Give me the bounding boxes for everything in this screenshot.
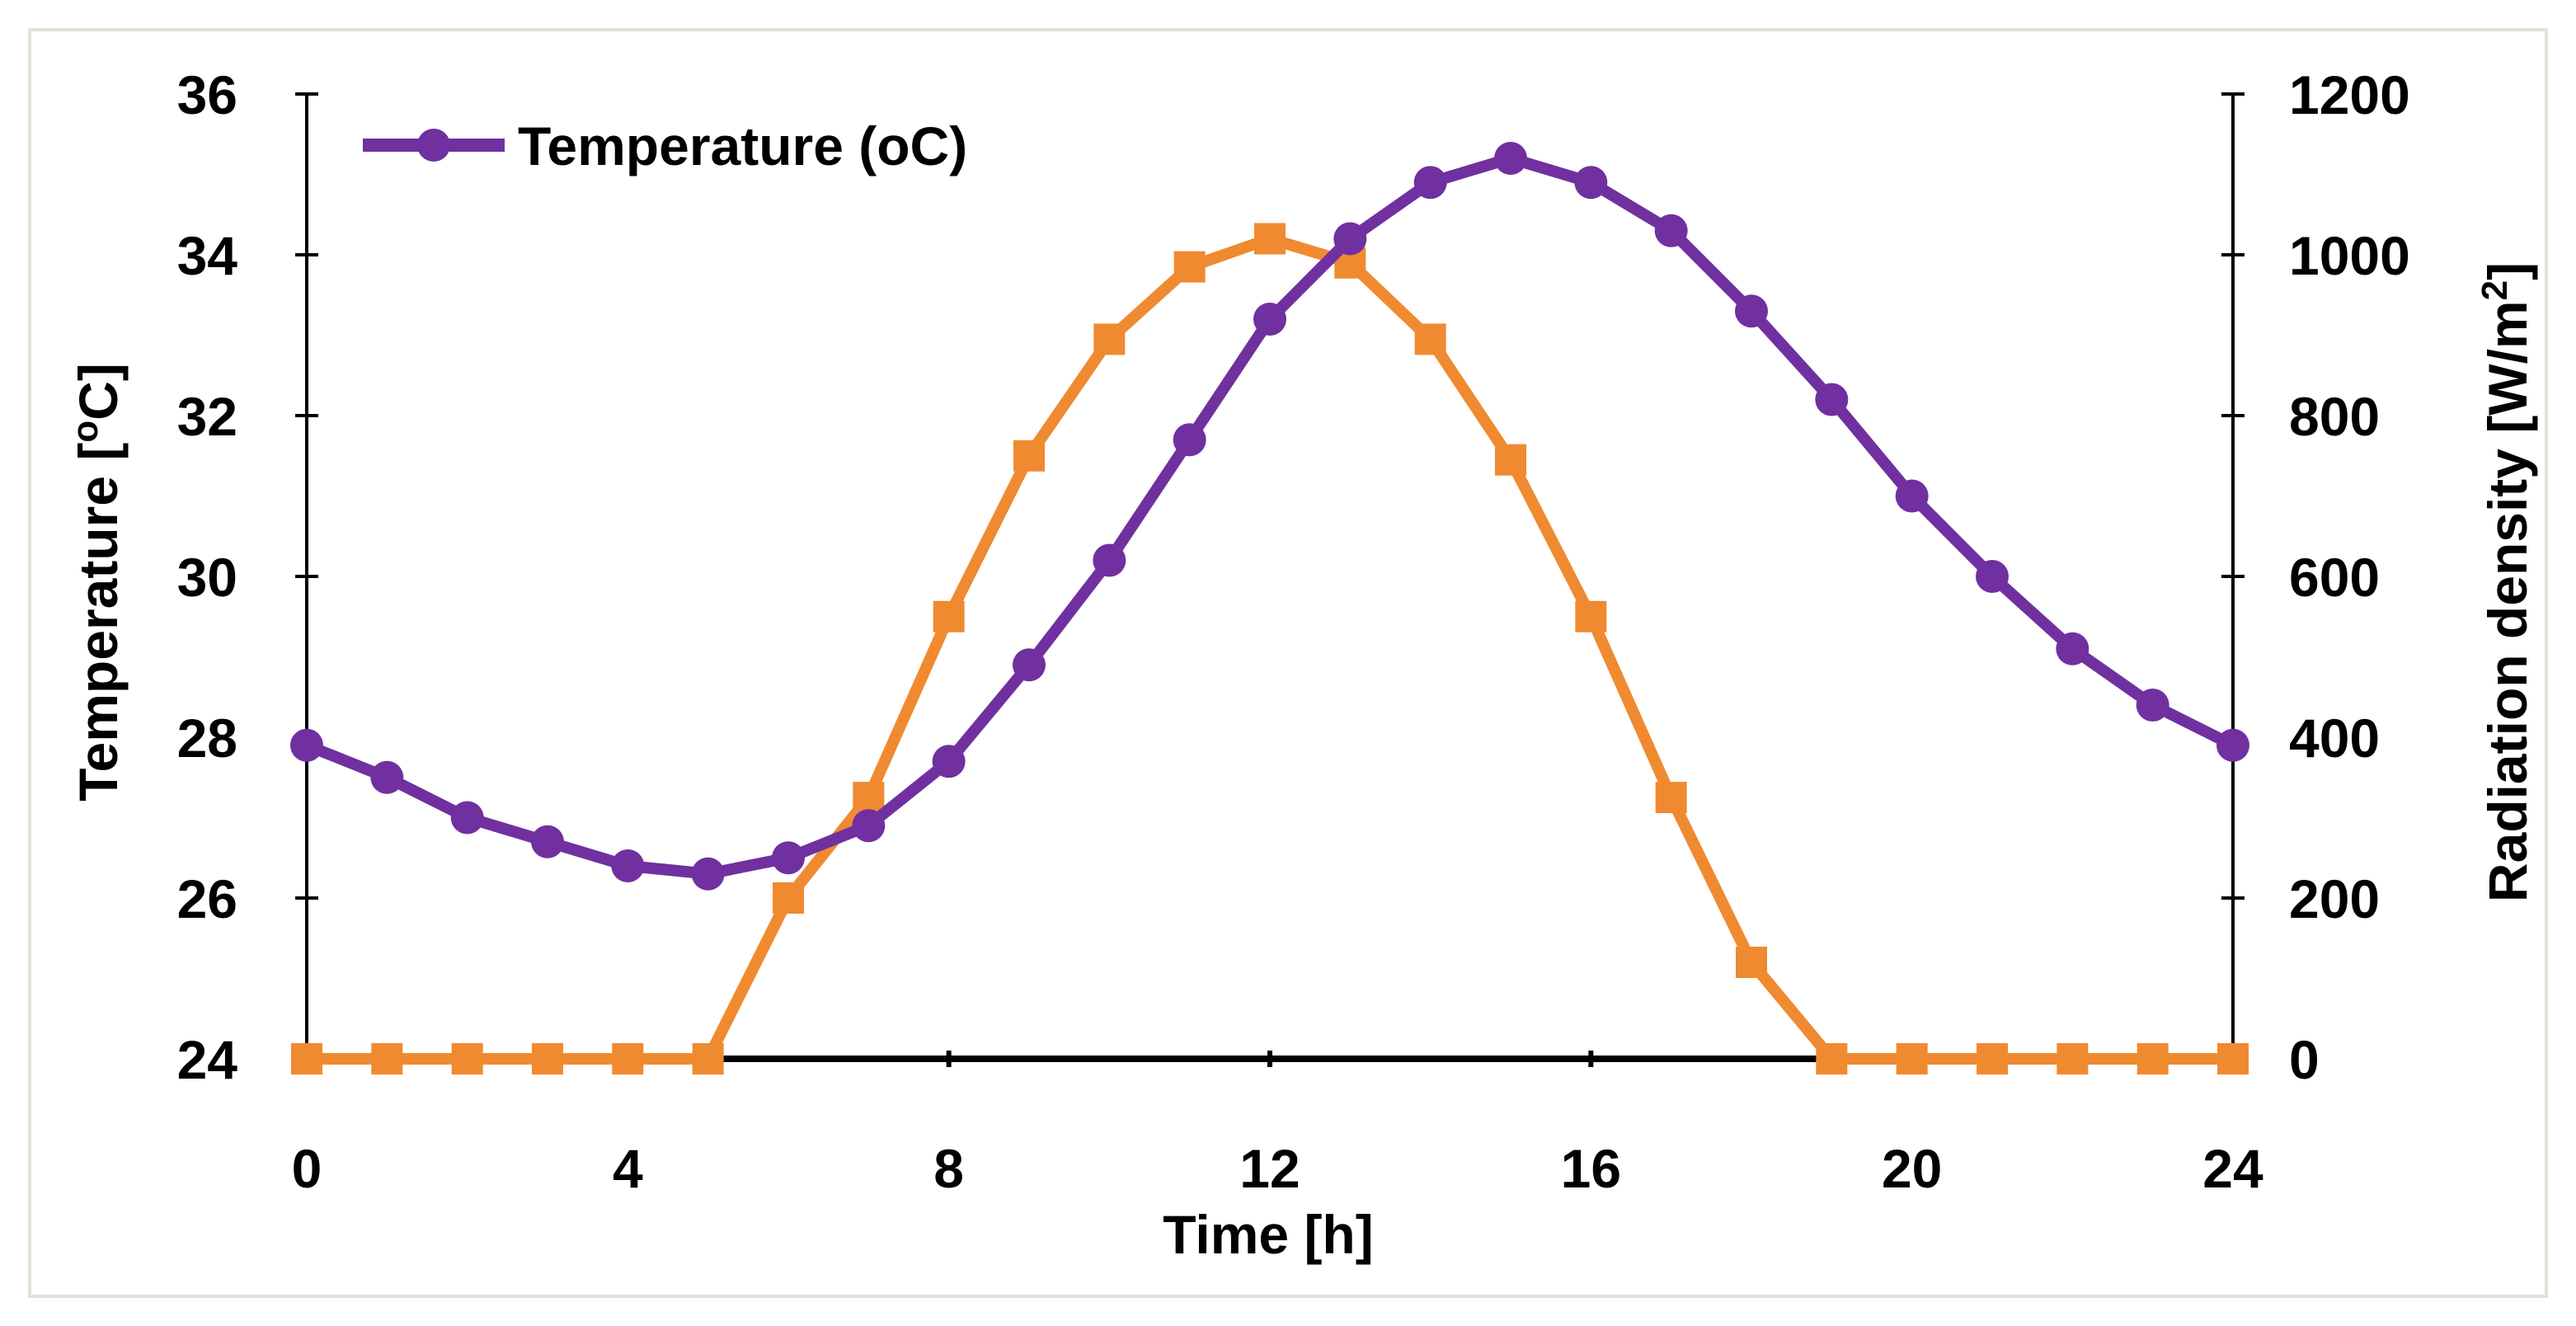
data-point xyxy=(1333,222,1367,256)
data-point xyxy=(1173,251,1206,283)
data-point xyxy=(933,600,965,632)
data-point xyxy=(1735,294,1768,328)
data-point xyxy=(1093,543,1126,577)
data-point xyxy=(1093,323,1126,355)
data-point xyxy=(773,882,804,914)
x-tick-label: 0 xyxy=(292,1138,322,1199)
data-point xyxy=(612,1043,644,1074)
data-point xyxy=(932,745,966,778)
data-point xyxy=(2217,1043,2249,1074)
x-tick-label: 24 xyxy=(2202,1138,2263,1199)
data-point xyxy=(1413,166,1447,200)
data-point xyxy=(2056,632,2089,665)
data-point xyxy=(1815,383,1849,416)
y-left-tick-label: 28 xyxy=(177,708,237,769)
y-left-tick-label: 24 xyxy=(177,1029,238,1090)
x-tick-label: 8 xyxy=(933,1138,964,1199)
data-point xyxy=(1013,648,1046,682)
data-point xyxy=(2057,1043,2089,1074)
x-tick-label: 4 xyxy=(613,1138,643,1199)
series-temperature xyxy=(290,142,2249,891)
y-left-tick-label: 30 xyxy=(177,547,237,608)
data-point xyxy=(1575,600,1607,632)
data-point xyxy=(1173,423,1206,457)
data-point xyxy=(290,728,323,762)
y-right-axis-title: Radiation density [W/m2] xyxy=(2475,262,2538,902)
x-tick-label: 20 xyxy=(1882,1138,1942,1199)
data-point xyxy=(1013,440,1045,472)
data-point xyxy=(1896,1043,1928,1074)
legend-label-temperature: Temperature (oC) xyxy=(518,115,967,176)
data-point xyxy=(2216,728,2249,762)
data-point xyxy=(692,1043,724,1074)
data-point xyxy=(2136,1043,2169,1074)
data-point xyxy=(1654,214,1688,247)
y-right-tick-label: 1000 xyxy=(2289,225,2410,286)
y-right-tick-label: 800 xyxy=(2289,386,2380,447)
chart-frame xyxy=(28,28,2548,1298)
data-point xyxy=(1977,1043,2008,1074)
data-point xyxy=(450,801,484,835)
data-point xyxy=(1414,323,1446,355)
data-point xyxy=(2136,689,2169,722)
data-point xyxy=(1253,303,1286,336)
data-point xyxy=(1574,166,1608,200)
data-point xyxy=(611,849,645,882)
y-right-tick-label: 0 xyxy=(2289,1029,2320,1090)
data-point xyxy=(1494,142,1527,175)
y-left-tick-label: 32 xyxy=(177,386,237,447)
x-tick-label: 16 xyxy=(1561,1138,1621,1199)
data-point xyxy=(1655,782,1687,814)
y-right-tick-label: 1200 xyxy=(2289,64,2410,125)
data-point xyxy=(532,1043,563,1074)
x-axis-title: Time [h] xyxy=(1163,1204,1373,1265)
data-point xyxy=(1895,479,1929,513)
series-radiation xyxy=(291,223,2249,1074)
data-point xyxy=(1976,560,2009,593)
data-point xyxy=(1254,223,1286,255)
data-point xyxy=(772,841,805,875)
y-right-tick-label: 200 xyxy=(2289,868,2380,929)
data-point xyxy=(1495,444,1526,476)
data-point xyxy=(852,809,886,843)
y-right-tick-label: 600 xyxy=(2289,547,2380,608)
y-left-tick-label: 26 xyxy=(177,868,237,929)
data-point xyxy=(291,1043,322,1074)
data-point xyxy=(691,857,725,891)
data-point xyxy=(370,760,404,794)
data-point xyxy=(451,1043,483,1074)
data-point xyxy=(371,1043,403,1074)
data-point xyxy=(1736,947,1767,978)
data-point xyxy=(1816,1043,1848,1074)
legend: Temperature (oC) xyxy=(363,115,967,176)
data-point xyxy=(531,825,564,858)
legend-marker-temperature xyxy=(417,129,450,162)
y-left-tick-label: 34 xyxy=(177,225,238,286)
y-left-tick-label: 36 xyxy=(177,64,237,125)
data-point xyxy=(853,782,885,814)
y-right-tick-label: 400 xyxy=(2289,708,2380,769)
x-tick-label: 12 xyxy=(1239,1138,1300,1199)
